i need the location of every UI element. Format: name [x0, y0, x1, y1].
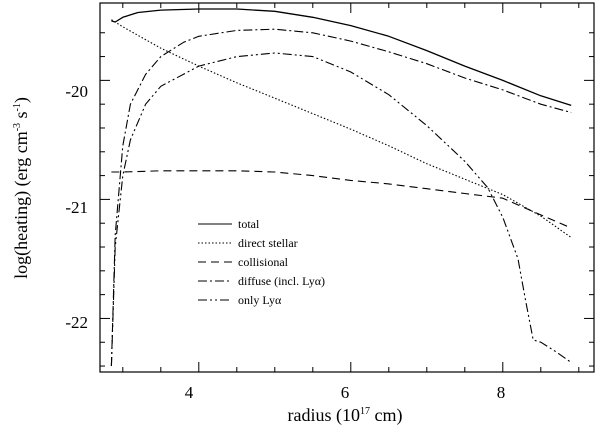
plot-frame: [99, 2, 595, 373]
legend: total direct stellar collisional diffuse…: [198, 217, 325, 307]
x-tick-label: 4: [185, 383, 194, 402]
legend-label-only-lya: only Lyα: [238, 293, 282, 307]
y-tick-label: -22: [65, 313, 88, 332]
x-axis-label: radius (1017 cm): [288, 405, 403, 426]
series-line-diffuse-incl-ly: [110, 28, 572, 367]
series-layer: [110, 8, 572, 367]
legend-label-total: total: [238, 217, 260, 231]
series-line-only-ly: [110, 52, 572, 367]
legend-label-diffuse: diffuse (incl. Lyα): [238, 274, 325, 288]
y-axis-label: log(heating) (erg cm-3 s-1): [11, 97, 32, 279]
legend-label-collisional: collisional: [238, 255, 289, 269]
series-line-total: [111, 8, 572, 107]
x-tick-label: 8: [497, 383, 506, 402]
y-tick-label: -20: [65, 82, 88, 101]
legend-label-direct-stellar: direct stellar: [238, 236, 298, 250]
x-tick-label: 6: [341, 383, 350, 402]
series-line-direct-stellar: [111, 19, 572, 238]
series-line-collisional: [111, 170, 572, 229]
y-tick-label: -21: [65, 198, 88, 217]
tick-marks: [100, 3, 594, 372]
